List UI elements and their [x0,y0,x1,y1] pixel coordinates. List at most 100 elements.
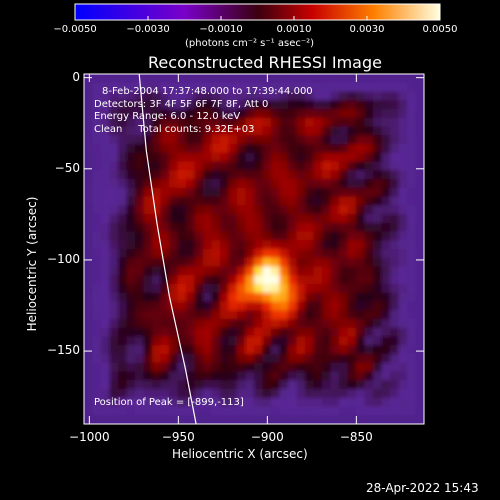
heatmap-cell [254,275,264,285]
heatmap-cell [305,161,315,171]
colorbar-ticks [74,16,441,20]
heatmap-cell [169,354,179,364]
heatmap-cell [92,292,102,303]
heatmap-cell [271,222,281,233]
heatmap-cell [160,91,170,101]
heatmap-cell [169,345,179,355]
heatmap-cell [101,240,111,250]
heatmap-cell [245,380,255,390]
heatmap-cell [143,205,153,215]
heatmap-cell [237,301,247,311]
heatmap-cell [390,362,400,373]
heatmap-cell [203,117,213,128]
heatmap-cell [177,310,187,320]
heatmap-cell [143,415,153,424]
heatmap-cell [415,179,424,189]
heatmap-cell [381,292,391,303]
heatmap-cell [330,257,340,268]
heatmap-cell [135,301,145,311]
heatmap-cell [101,257,111,268]
heatmap-cell [305,91,315,101]
heatmap-cell [339,82,349,93]
heatmap-cell [322,397,332,408]
heatmap-cell [415,319,424,329]
heatmap-cell [288,82,298,93]
heatmap-cell [92,371,102,381]
heatmap-cell [160,406,170,416]
heatmap-cell [356,100,366,110]
heatmap-cell [169,406,179,416]
heatmap-cell [390,82,400,93]
heatmap-cell [407,179,417,189]
heatmap-cell [271,415,281,424]
heatmap-cell [152,371,162,381]
heatmap-cell [135,100,145,110]
heatmap-cell [398,397,408,408]
heatmap-cell [322,222,332,233]
heatmap-cell [373,406,383,416]
heatmap-cell [262,354,272,364]
heatmap-cell [254,415,264,424]
heatmap-cell [398,371,408,381]
heatmap-cell [101,144,111,154]
heatmap-cell [194,336,204,346]
heatmap-cell [390,126,400,136]
heatmap-cell [160,82,170,93]
heatmap-cell [177,231,187,241]
heatmap-cell [390,397,400,408]
heatmap-cell [381,406,391,416]
heatmap-cell [364,284,374,294]
heatmap-cell [203,345,213,355]
heatmap-cell [364,109,374,119]
heatmap-cell [109,117,119,128]
heatmap-cell [296,152,306,163]
x-tick-label: −850 [339,430,373,444]
heatmap-cell [271,109,281,119]
heatmap-cell [169,170,179,180]
heatmap-cell [237,292,247,303]
heatmap-cell [169,380,179,390]
heatmap-cell [152,135,162,145]
heatmap-cell [211,205,221,215]
heatmap-cell [381,74,391,84]
heatmap-cell [101,354,111,364]
heatmap-cell [143,126,153,136]
heatmap-cell [194,231,204,241]
heatmap-cell [126,380,136,390]
heatmap-cell [245,170,255,180]
heatmap-cell [373,336,383,346]
heatmap-cell [364,144,374,154]
heatmap-cell [101,327,111,338]
heatmap-cell [160,275,170,285]
heatmap-cell [347,82,357,93]
heatmap-cell [415,362,424,373]
heatmap-cell [101,266,111,276]
heatmap-cell [279,179,289,189]
heatmap-cell [356,406,366,416]
heatmap-cell [288,74,298,84]
heatmap-cell [203,152,213,163]
heatmap-cell [356,187,366,198]
heatmap-cell [322,205,332,215]
heatmap-cell [211,126,221,136]
heatmap-cell [84,170,94,180]
heatmap-cell [262,389,272,399]
heatmap-cell [169,284,179,294]
heatmap-cell [373,362,383,373]
heatmap-cell [186,345,196,355]
heatmap-cell [381,354,391,364]
heatmap-cell [279,205,289,215]
heatmap-cell [101,415,111,424]
heatmap-cell [339,152,349,163]
heatmap-cell [415,231,424,241]
heatmap-cell [84,144,94,154]
heatmap-cell [373,117,383,128]
heatmap-cell [313,301,323,311]
heatmap-cell [390,196,400,206]
heatmap-cell [398,135,408,145]
heatmap-cell [305,205,315,215]
heatmap-cell [220,135,230,145]
heatmap-cell [169,117,179,128]
heatmap-cell [92,301,102,311]
heatmap-cell [271,371,281,381]
